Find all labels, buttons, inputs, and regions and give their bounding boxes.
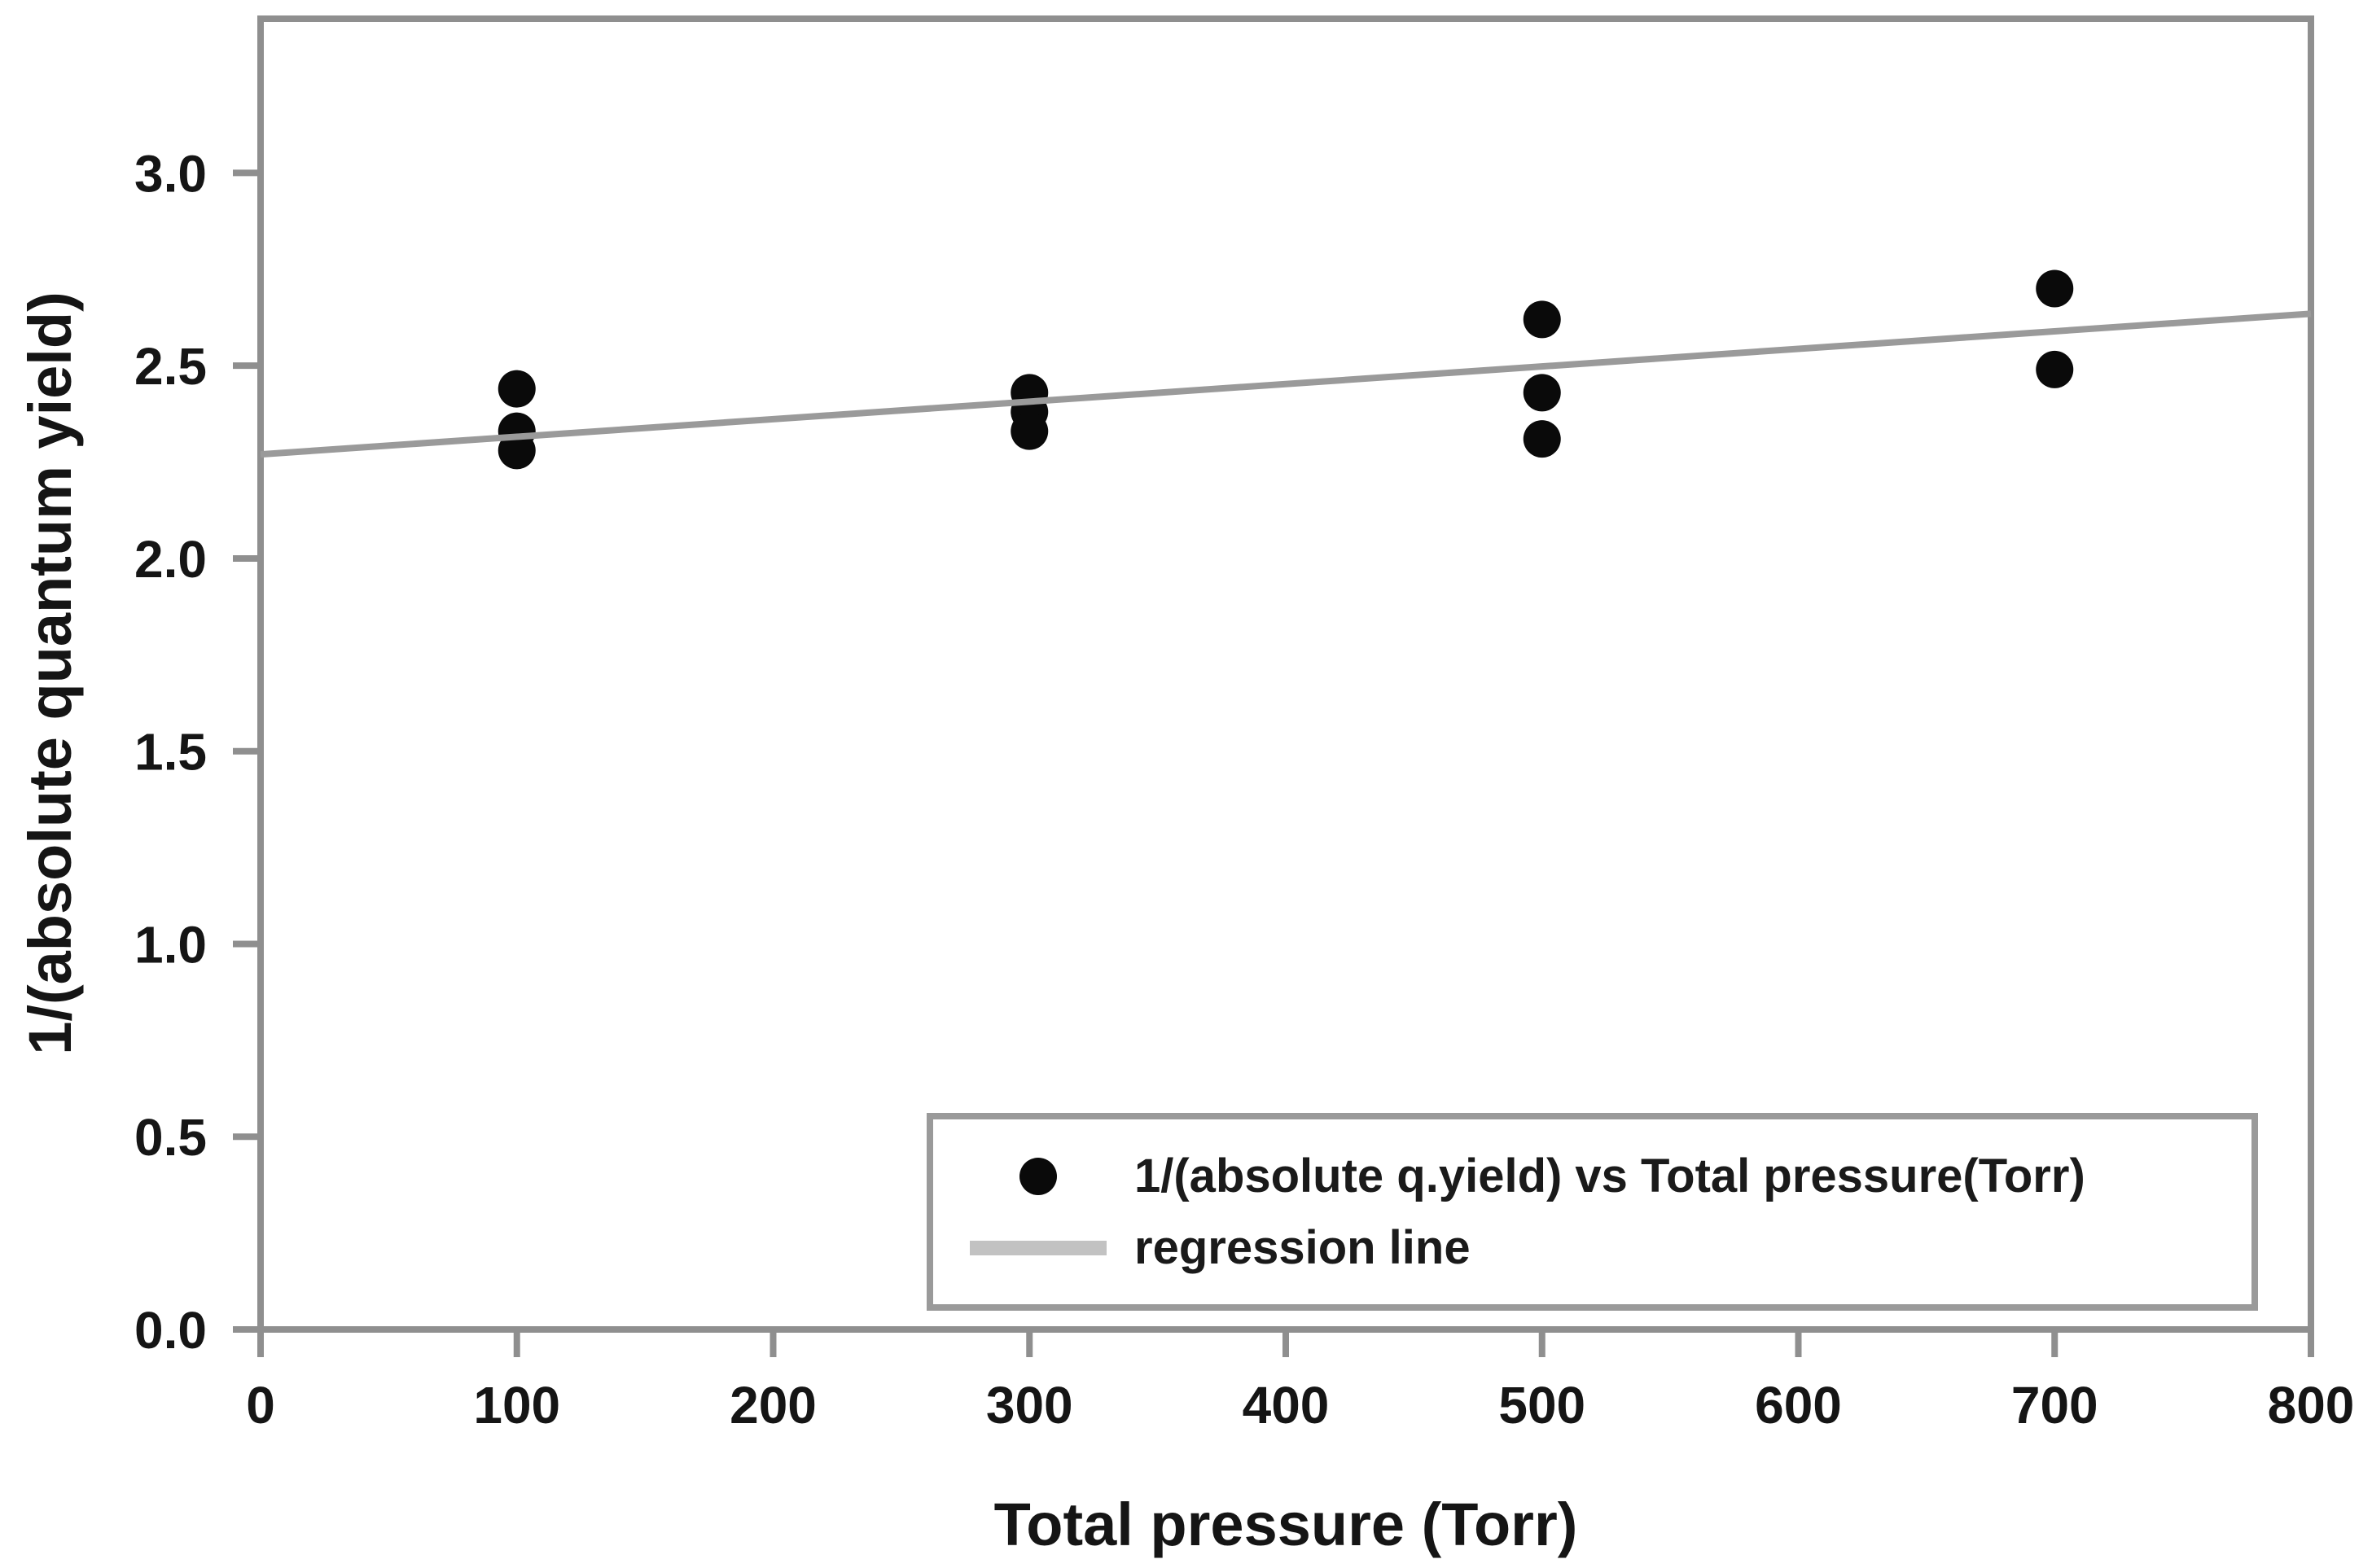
data-point <box>1523 420 1561 458</box>
x-axis-title: Total pressure (Torr) <box>993 1491 1578 1558</box>
regression-line-icon <box>970 1240 1107 1255</box>
legend-entry-scatter: 1/(absolute q.yield) vs Total pressure(T… <box>933 1145 2251 1208</box>
legend-label-regression: regression line <box>1134 1221 1471 1274</box>
data-point <box>1523 300 1561 339</box>
y-tick-label: 0.0 <box>134 1301 207 1360</box>
x-tick-label: 800 <box>2268 1376 2355 1434</box>
data-point <box>2036 350 2074 388</box>
data-point <box>2036 269 2074 308</box>
scatter-marker-icon <box>970 1157 1107 1195</box>
legend: 1/(absolute q.yield) vs Total pressure(T… <box>927 1113 2258 1311</box>
x-tick-label: 300 <box>986 1376 1073 1434</box>
x-tick-label: 100 <box>473 1376 560 1434</box>
y-tick-label: 2.5 <box>134 337 207 396</box>
x-tick-label: 200 <box>730 1376 817 1434</box>
line-icon <box>970 1240 1107 1255</box>
legend-entry-regression: regression line <box>933 1216 2251 1280</box>
data-point <box>1011 412 1049 450</box>
data-point <box>1523 374 1561 412</box>
x-tick-label: 700 <box>2011 1376 2098 1434</box>
x-tick-label: 600 <box>1755 1376 1842 1434</box>
legend-label-scatter: 1/(absolute q.yield) vs Total pressure(T… <box>1134 1150 2085 1202</box>
data-point <box>498 370 536 408</box>
y-tick-label: 1.0 <box>134 915 207 974</box>
y-tick-label: 0.5 <box>134 1108 207 1167</box>
x-tick-label: 400 <box>1243 1376 1330 1434</box>
y-tick-label: 2.0 <box>134 530 207 589</box>
regression-line <box>260 310 2312 458</box>
x-tick-label: 0 <box>246 1376 275 1434</box>
y-tick-label: 3.0 <box>134 144 207 203</box>
dot-icon <box>1019 1157 1057 1195</box>
x-tick-label: 500 <box>1498 1376 1585 1434</box>
y-tick-label: 1.5 <box>134 723 207 782</box>
y-axis-title: 1/(absolute quantum yield) <box>16 291 84 1055</box>
data-point <box>498 431 536 470</box>
